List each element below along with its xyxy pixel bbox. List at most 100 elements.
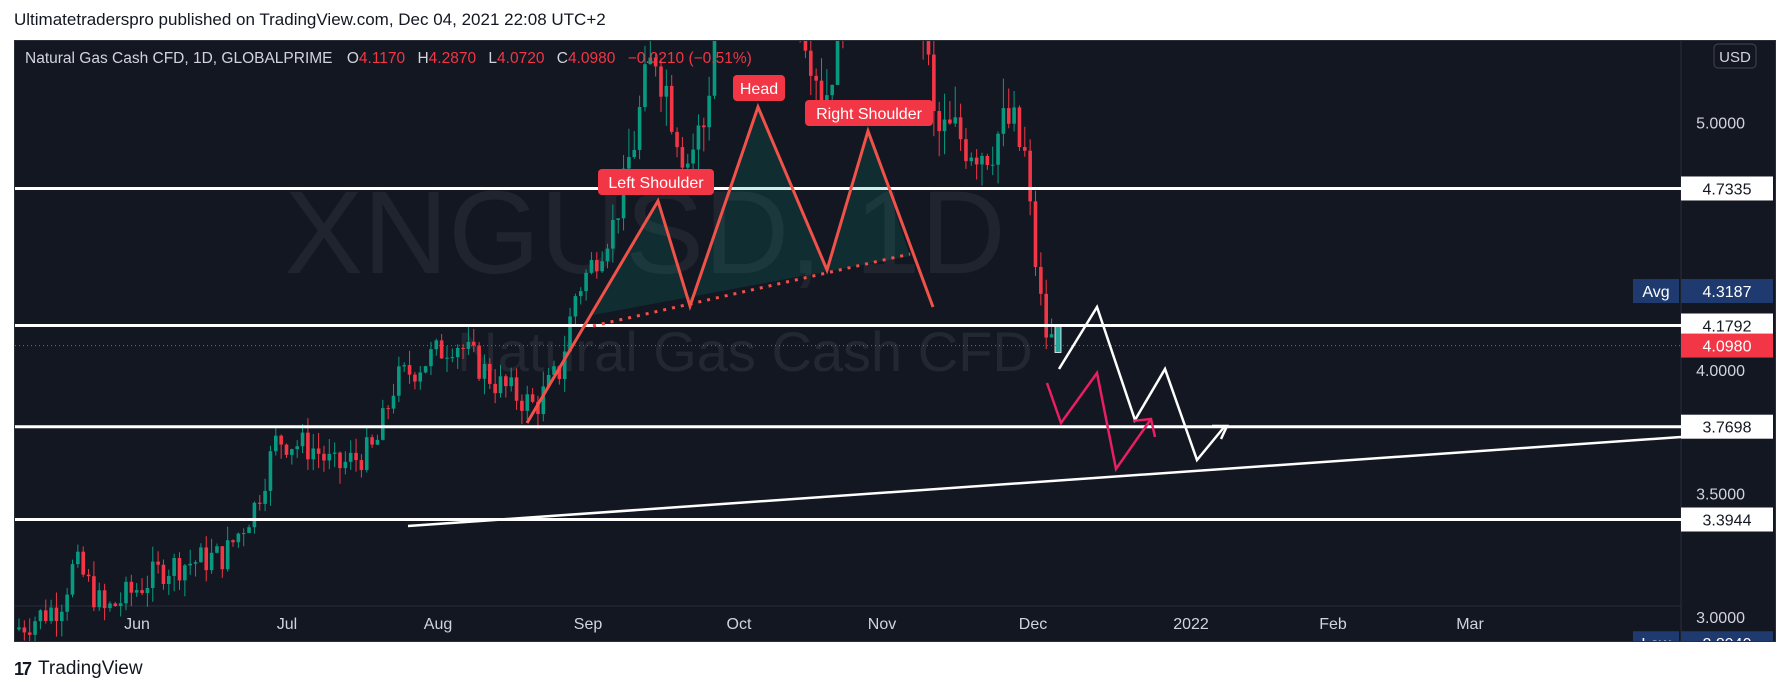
time-tick-label: Mar xyxy=(1456,616,1484,633)
price-badge xyxy=(1681,414,1773,439)
projection-path-white[interactable] xyxy=(1057,304,1226,463)
price-badge-value: 4.7335 xyxy=(1703,181,1752,198)
legend-close: 4.0980 xyxy=(568,50,616,67)
published-line: Ultimatetraderspro published on TradingV… xyxy=(14,10,606,29)
neckline[interactable] xyxy=(592,252,911,328)
candle-body xyxy=(81,551,85,575)
price-badge-value: 4.1792 xyxy=(1703,319,1752,336)
tradingview-logo-icon: 17 xyxy=(14,658,32,679)
candle-body xyxy=(477,345,481,379)
candle-body xyxy=(835,13,840,85)
price-tick-label: 5.0000 xyxy=(1696,116,1745,133)
candle-body xyxy=(953,117,958,124)
candle-body xyxy=(193,562,198,564)
candle-body xyxy=(27,632,32,635)
candle-body xyxy=(803,30,808,51)
candle-body xyxy=(1039,266,1043,294)
candle-body xyxy=(546,374,551,387)
time-axis[interactable]: Jun Jul Aug Sep Oct Nov Dec 2022 Feb Mar xyxy=(124,616,1484,633)
candle-body xyxy=(311,448,316,460)
candle-body xyxy=(316,448,321,454)
candle-body xyxy=(263,490,267,504)
candle-body xyxy=(830,84,834,96)
candle-body xyxy=(600,261,604,272)
candle-body xyxy=(33,621,37,635)
annotation-left-shoulder-label: Left Shoulder xyxy=(608,175,704,192)
candles-layer xyxy=(17,0,1062,648)
candle-body xyxy=(536,401,540,415)
candle-body xyxy=(605,248,610,262)
candle-body xyxy=(595,259,599,272)
price-badge xyxy=(1681,176,1773,201)
candle-body xyxy=(825,95,829,101)
candle-body xyxy=(257,502,262,504)
candle-body xyxy=(113,603,118,607)
candle-body xyxy=(974,157,979,165)
ascending-trendline[interactable] xyxy=(407,435,1682,528)
candle-body xyxy=(664,85,669,97)
time-tick-label: Jul xyxy=(277,616,297,633)
candle-body xyxy=(338,452,342,469)
annotation-right-shoulder-label: Right Shoulder xyxy=(816,106,923,123)
candle-body xyxy=(819,80,824,101)
candle-body xyxy=(1049,334,1054,338)
candle-body xyxy=(509,377,513,387)
candle-body xyxy=(1012,107,1016,124)
candle-body xyxy=(1001,108,1006,134)
candle-body xyxy=(1033,201,1038,267)
time-tick-label: Oct xyxy=(727,616,752,633)
candle-body xyxy=(375,439,380,445)
candle-body xyxy=(161,564,166,585)
price-badge xyxy=(1681,313,1773,338)
time-tick-label: Sep xyxy=(574,616,603,633)
head-shoulders-pattern[interactable] xyxy=(525,102,935,424)
candle-body xyxy=(932,54,936,111)
time-tick-label: Jun xyxy=(124,616,150,633)
candle-body xyxy=(445,357,449,359)
annotation-right-shoulder[interactable]: Right Shoulder xyxy=(805,100,933,126)
price-badge-tag-label: Avg xyxy=(1642,284,1669,301)
price-badge-tag xyxy=(1633,279,1679,304)
candle-body xyxy=(520,400,524,411)
price-badge-tag-label: Low xyxy=(1641,636,1671,641)
price-badge xyxy=(1681,507,1773,532)
candle-body xyxy=(17,627,21,630)
candle-body xyxy=(407,365,412,375)
price-badge-value: 4.0980 xyxy=(1703,339,1752,356)
candle-body xyxy=(86,574,91,577)
candle-body xyxy=(188,563,192,566)
annotation-head[interactable]: Head xyxy=(733,75,785,101)
candle-body xyxy=(199,547,203,563)
candle-body xyxy=(129,581,134,593)
candle-body xyxy=(102,590,107,609)
candle-body xyxy=(685,163,690,168)
candle-body xyxy=(241,533,246,535)
candle-body xyxy=(530,394,535,402)
candle-body xyxy=(504,376,508,387)
candle-body xyxy=(429,349,433,367)
projection-path-magenta[interactable] xyxy=(1045,369,1153,473)
candle-body xyxy=(584,272,588,292)
candle-body xyxy=(43,610,48,621)
candle-body xyxy=(696,125,701,150)
price-badge-value: 2.8940 xyxy=(1703,636,1752,641)
chart-panel[interactable]: XNGUSD, 1D Natural Gas Cash CFD 3.0000 3.… xyxy=(14,0,1776,656)
price-tick-label: 4.0000 xyxy=(1696,363,1745,380)
arrow-head-icon xyxy=(1132,417,1157,438)
currency-label: USD xyxy=(1719,49,1751,66)
candle-body xyxy=(611,219,615,249)
annotation-left-shoulder[interactable]: Left Shoulder xyxy=(598,169,714,195)
candle-body xyxy=(691,149,695,164)
candle-body xyxy=(54,607,59,622)
candle-body xyxy=(70,564,75,595)
candle-body xyxy=(140,590,144,594)
candle-body xyxy=(471,341,476,346)
pattern-fill xyxy=(593,107,910,315)
candle-body xyxy=(177,558,182,581)
currency-box[interactable] xyxy=(1713,43,1757,69)
price-chart[interactable]: XNGUSD, 1D Natural Gas Cash CFD 3.00003.… xyxy=(15,0,1775,656)
candle-body xyxy=(156,561,160,565)
candle-body xyxy=(204,547,209,571)
candle-body xyxy=(1044,293,1048,338)
candle-body xyxy=(172,558,176,576)
